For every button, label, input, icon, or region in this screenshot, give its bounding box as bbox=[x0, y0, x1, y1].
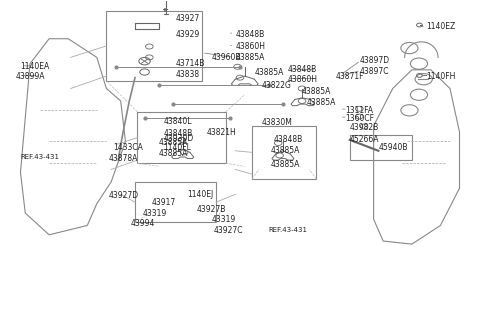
Text: 1140FL: 1140FL bbox=[164, 143, 192, 152]
Text: 43885A: 43885A bbox=[271, 146, 300, 155]
Text: 45940B: 45940B bbox=[378, 143, 408, 152]
Text: 43821H: 43821H bbox=[206, 127, 236, 137]
Text: 43929: 43929 bbox=[176, 30, 200, 39]
Text: REF.43-431: REF.43-431 bbox=[269, 227, 308, 233]
Text: 43885A: 43885A bbox=[302, 87, 331, 96]
Text: 43927C: 43927C bbox=[214, 226, 243, 235]
Text: 43917: 43917 bbox=[152, 198, 176, 207]
Text: 43885A: 43885A bbox=[159, 149, 188, 158]
Text: 43927D: 43927D bbox=[109, 192, 139, 200]
Text: 43899A: 43899A bbox=[16, 72, 45, 81]
Text: 45266A: 45266A bbox=[350, 135, 379, 144]
Text: 43885A: 43885A bbox=[159, 138, 188, 148]
Text: 43897C: 43897C bbox=[360, 67, 389, 76]
Text: 1360CF: 1360CF bbox=[345, 114, 374, 122]
Text: 43930D: 43930D bbox=[164, 134, 194, 143]
Text: 43897D: 43897D bbox=[360, 56, 389, 65]
Text: 43860H: 43860H bbox=[288, 75, 318, 84]
Text: 43927B: 43927B bbox=[197, 205, 227, 214]
Text: 1433CA: 1433CA bbox=[114, 143, 144, 152]
Text: 43885A: 43885A bbox=[235, 53, 264, 62]
Text: 43982B: 43982B bbox=[350, 123, 379, 132]
Text: 1140FH: 1140FH bbox=[426, 72, 456, 81]
Text: 43848B: 43848B bbox=[274, 135, 303, 144]
Text: 1140EA: 1140EA bbox=[21, 62, 50, 71]
Text: 43848B: 43848B bbox=[235, 30, 264, 39]
Text: 43860H: 43860H bbox=[235, 42, 265, 51]
Text: 1311FA: 1311FA bbox=[345, 106, 373, 115]
Text: 43830M: 43830M bbox=[262, 118, 292, 127]
Text: 43840L: 43840L bbox=[164, 117, 192, 126]
Text: 43822G: 43822G bbox=[262, 81, 291, 90]
Text: 43994: 43994 bbox=[130, 219, 155, 228]
Text: 43871F: 43871F bbox=[336, 72, 364, 81]
Text: 43927: 43927 bbox=[176, 14, 200, 23]
Text: 43838: 43838 bbox=[176, 70, 200, 79]
Text: 43885A: 43885A bbox=[254, 68, 284, 78]
Text: 1140EJ: 1140EJ bbox=[188, 190, 214, 199]
Text: 1140EZ: 1140EZ bbox=[426, 22, 456, 31]
Text: 43885A: 43885A bbox=[271, 160, 300, 169]
Text: 43319: 43319 bbox=[142, 208, 167, 218]
Text: 43878A: 43878A bbox=[109, 154, 138, 163]
Text: 43960B: 43960B bbox=[211, 53, 241, 62]
Text: 43714B: 43714B bbox=[176, 59, 205, 68]
Text: 43319: 43319 bbox=[211, 215, 236, 224]
Text: 43848B: 43848B bbox=[288, 65, 317, 74]
Text: 43848B: 43848B bbox=[164, 129, 193, 138]
Text: REF.43-431: REF.43-431 bbox=[21, 154, 60, 160]
Text: 43885A: 43885A bbox=[307, 98, 336, 107]
